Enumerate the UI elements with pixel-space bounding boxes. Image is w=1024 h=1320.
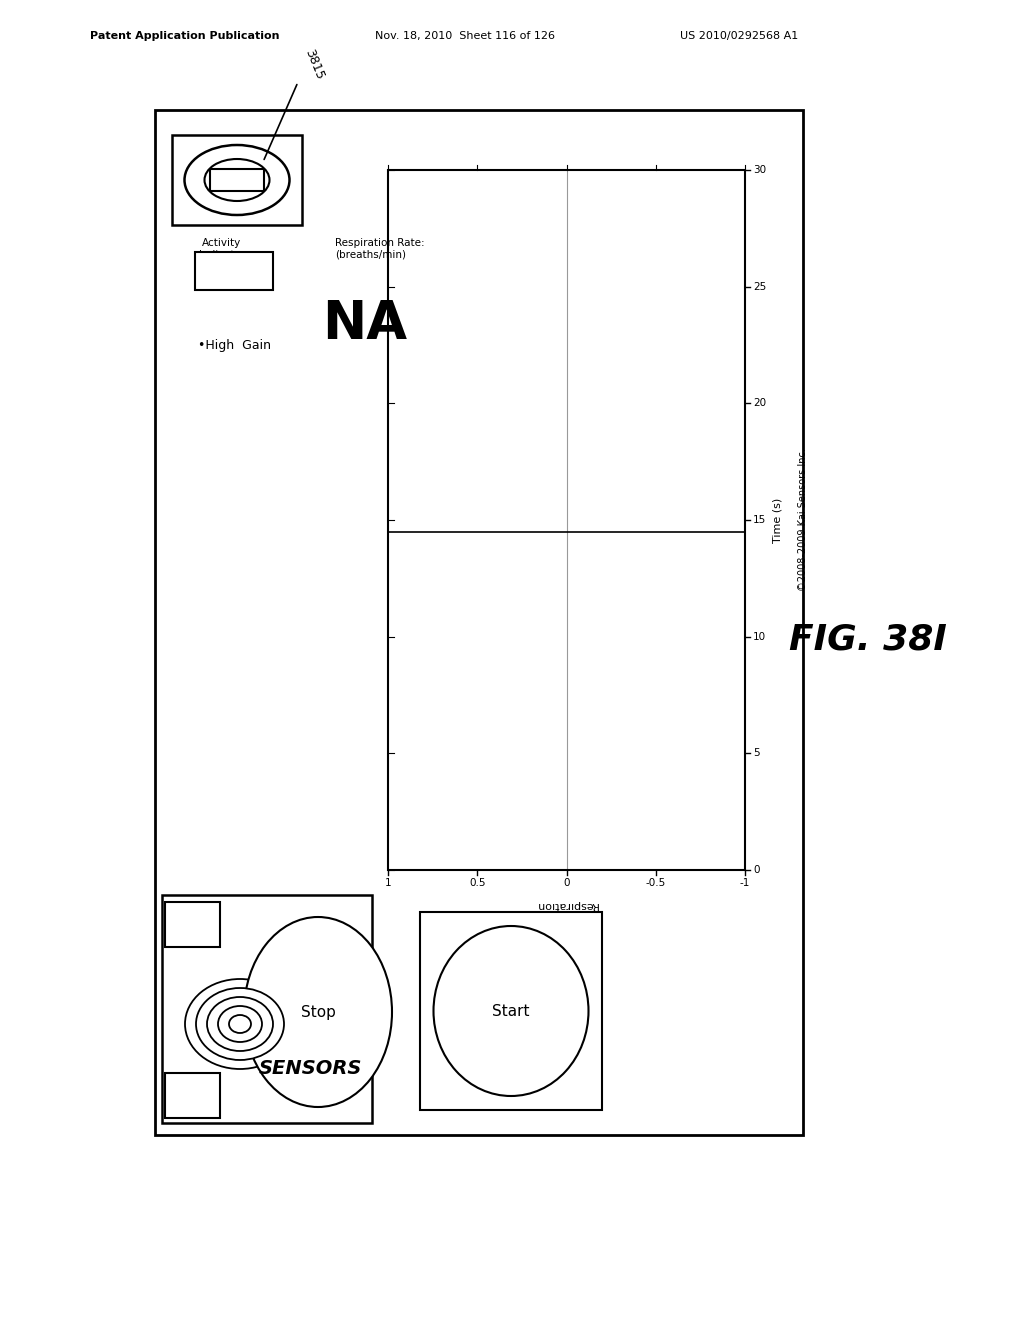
Text: 10: 10 xyxy=(753,632,766,642)
Text: ©2008-2009 Kai Sensors Inc.: ©2008-2009 Kai Sensors Inc. xyxy=(798,449,808,591)
Text: 30: 30 xyxy=(753,165,766,176)
Bar xyxy=(165,902,220,946)
Ellipse shape xyxy=(218,1006,262,1041)
Bar xyxy=(388,170,745,870)
Text: 15: 15 xyxy=(753,515,766,525)
Text: 20: 20 xyxy=(753,399,766,408)
Bar xyxy=(165,1073,220,1118)
Bar xyxy=(210,169,264,191)
Text: Respiration: Respiration xyxy=(536,900,598,909)
Text: Stop: Stop xyxy=(301,1005,336,1019)
Bar xyxy=(420,912,602,1110)
Text: Nov. 18, 2010  Sheet 116 of 126: Nov. 18, 2010 Sheet 116 of 126 xyxy=(375,30,555,41)
Ellipse shape xyxy=(229,1015,251,1034)
Text: SENSORS: SENSORS xyxy=(258,1059,361,1077)
Text: •High  Gain: •High Gain xyxy=(198,338,271,351)
Text: Respiration Rate:
(breaths/min): Respiration Rate: (breaths/min) xyxy=(335,238,425,260)
Text: Start: Start xyxy=(493,1003,529,1019)
Text: Time (s): Time (s) xyxy=(772,498,782,543)
Ellipse shape xyxy=(185,979,295,1069)
Text: 1: 1 xyxy=(385,878,391,888)
Text: FIG. 38I: FIG. 38I xyxy=(790,623,947,657)
Ellipse shape xyxy=(184,145,290,215)
Text: 3815: 3815 xyxy=(302,48,326,82)
Text: Activity
Indicator: Activity Indicator xyxy=(199,238,245,260)
Ellipse shape xyxy=(207,997,273,1051)
Text: 0: 0 xyxy=(563,878,569,888)
Ellipse shape xyxy=(244,917,392,1107)
Text: Patent Application Publication: Patent Application Publication xyxy=(90,30,280,41)
Text: -0.5: -0.5 xyxy=(645,878,666,888)
Ellipse shape xyxy=(205,158,269,201)
Bar xyxy=(172,135,302,224)
Text: US 2010/0292568 A1: US 2010/0292568 A1 xyxy=(680,30,799,41)
Bar xyxy=(162,895,372,1123)
Text: -1: -1 xyxy=(739,878,751,888)
Text: 0: 0 xyxy=(753,865,760,875)
Ellipse shape xyxy=(196,987,284,1060)
Text: 5: 5 xyxy=(753,748,760,758)
Text: 0.5: 0.5 xyxy=(469,878,485,888)
Text: NA: NA xyxy=(322,298,408,350)
Bar xyxy=(195,252,273,290)
Ellipse shape xyxy=(433,927,589,1096)
Text: 25: 25 xyxy=(753,281,766,292)
Bar xyxy=(155,110,803,1135)
